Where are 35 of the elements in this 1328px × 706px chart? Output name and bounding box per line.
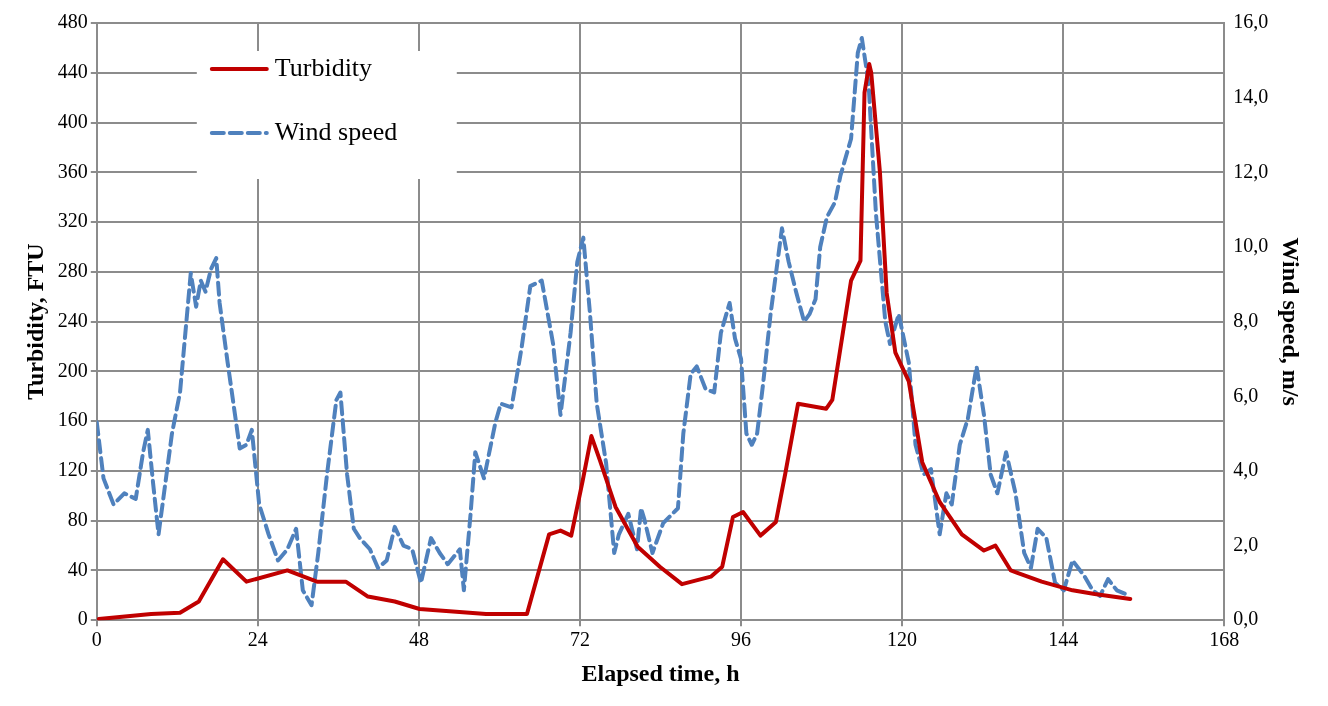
y2-tick-label: 6,0 (1233, 383, 1259, 406)
y-tick-label: 320 (57, 209, 88, 232)
y2-tick-label: 10,0 (1233, 234, 1269, 257)
y-tick-label: 400 (57, 109, 88, 132)
x-tick-label: 72 (569, 628, 590, 651)
y-tick-label: 240 (57, 308, 88, 331)
legend-label: Turbidity (274, 52, 373, 82)
x-tick-label: 96 (731, 628, 752, 651)
y2-tick-label: 14,0 (1233, 84, 1269, 107)
x-tick-label: 168 (1209, 628, 1240, 651)
x-tick-label: 24 (247, 628, 268, 651)
legend-label: Wind speed (274, 116, 398, 146)
x-tick-label: 144 (1048, 628, 1079, 651)
y-tick-label: 280 (57, 259, 88, 282)
y2-tick-label: 8,0 (1233, 308, 1259, 331)
y-tick-label: 120 (57, 458, 88, 481)
y2-tick-label: 16,0 (1233, 10, 1269, 33)
y-axis-title: Turbidity, FTU (21, 243, 48, 400)
y-tick-label: 200 (57, 358, 88, 381)
y-tick-label: 80 (67, 507, 88, 530)
x-tick-label: 0 (91, 628, 102, 651)
y-tick-label: 440 (57, 60, 88, 83)
y-tick-label: 160 (57, 408, 88, 431)
x-axis-title: Elapsed time, h (581, 659, 740, 686)
y2-tick-label: 12,0 (1233, 159, 1269, 182)
y-tick-label: 40 (67, 557, 88, 580)
y-tick-label: 480 (57, 10, 88, 33)
x-tick-label: 48 (408, 628, 429, 651)
y2-tick-label: 0,0 (1233, 607, 1259, 630)
y2-tick-label: 2,0 (1233, 532, 1259, 555)
y-tick-label: 360 (57, 159, 88, 182)
x-tick-label: 120 (887, 628, 918, 651)
y2-axis-title: Wind speed, m/s (1278, 237, 1305, 406)
y-tick-label: 0 (77, 607, 88, 630)
y2-tick-label: 4,0 (1233, 458, 1259, 481)
